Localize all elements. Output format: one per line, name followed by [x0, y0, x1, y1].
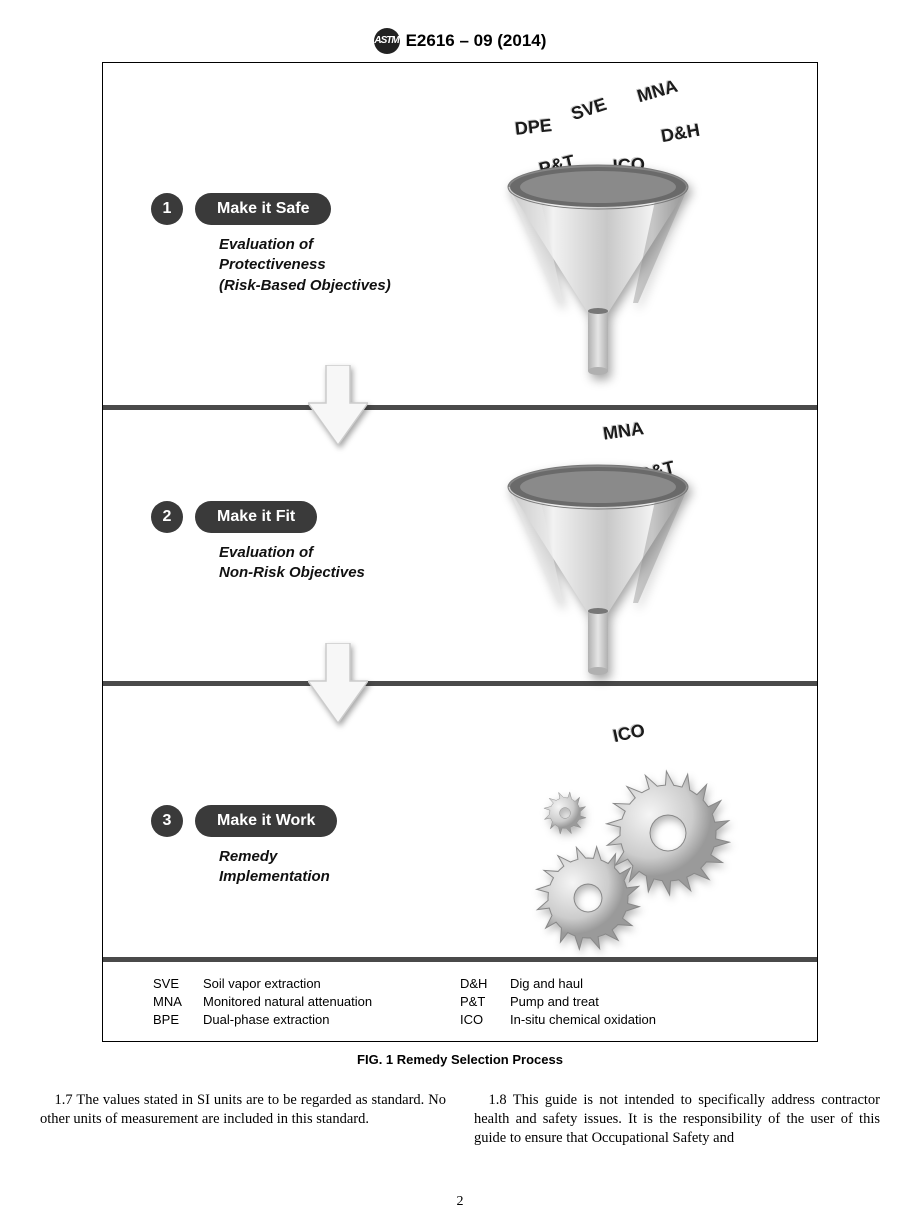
legend-abbr: ICO	[460, 1011, 510, 1029]
legend-def: Dual-phase extraction	[203, 1011, 329, 1029]
divider-2	[103, 681, 817, 686]
legend-abbr: MNA	[153, 993, 203, 1011]
legend-abbr: SVE	[153, 975, 203, 993]
tech-label-dandh: D&H	[659, 120, 701, 147]
gears-graphic	[493, 763, 753, 968]
stage-2-header: 2 Make it Fit	[151, 501, 317, 533]
legend-row-bpe: BPEDual-phase extraction	[153, 1011, 460, 1029]
legend-def: Monitored natural attenuation	[203, 993, 372, 1011]
tech-label-mna: MNA	[602, 418, 646, 445]
para-1-7: 1.7 The values stated in SI units are to…	[40, 1091, 446, 1129]
funnel-1	[498, 163, 698, 398]
stage-3-pill: Make it Work	[195, 805, 337, 837]
stage-3-header: 3 Make it Work	[151, 805, 337, 837]
page-header: ASTM E2616 – 09 (2014)	[0, 0, 920, 62]
legend-row-dandh: D&HDig and haul	[460, 975, 767, 993]
legend-def: In-situ chemical oxidation	[510, 1011, 656, 1029]
document-id: E2616 – 09 (2014)	[406, 31, 547, 51]
stage-3-subtitle: RemedyImplementation	[219, 847, 330, 888]
figure-box: SVESoil vapor extractionMNAMonitored nat…	[102, 62, 818, 1042]
down-arrow-icon	[308, 365, 368, 445]
divider-3	[103, 957, 817, 962]
stage-1-pill: Make it Safe	[195, 193, 331, 225]
stage-1-subtitle: Evaluation ofProtectiveness(Risk-Based O…	[219, 235, 391, 296]
tech-label-ico: ICO	[611, 720, 647, 747]
stage-2-number: 2	[151, 501, 183, 533]
legend-def: Soil vapor extraction	[203, 975, 321, 993]
legend-abbr: D&H	[460, 975, 510, 993]
stage-2-pill: Make it Fit	[195, 501, 317, 533]
legend: SVESoil vapor extractionMNAMonitored nat…	[153, 975, 767, 1030]
page-number: 2	[0, 1194, 920, 1210]
figure-caption: FIG. 1 Remedy Selection Process	[0, 1052, 920, 1067]
legend-row-pandt: P&TPump and treat	[460, 993, 767, 1011]
para-1-8: 1.8 This guide is not intended to specif…	[474, 1091, 880, 1148]
body-text: 1.7 The values stated in SI units are to…	[40, 1091, 880, 1148]
legend-abbr: BPE	[153, 1011, 203, 1029]
tech-label-mna: MNA	[635, 76, 680, 107]
stage-1-header: 1 Make it Safe	[151, 193, 331, 225]
stage-1-number: 1	[151, 193, 183, 225]
tech-label-dpe: DPE	[514, 115, 553, 140]
legend-row-sve: SVESoil vapor extraction	[153, 975, 460, 993]
legend-def: Dig and haul	[510, 975, 583, 993]
legend-row-ico: ICOIn-situ chemical oxidation	[460, 1011, 767, 1029]
down-arrow-icon	[308, 643, 368, 723]
funnel-2	[498, 463, 698, 698]
stage-3-number: 3	[151, 805, 183, 837]
legend-def: Pump and treat	[510, 993, 599, 1011]
astm-logo-icon: ASTM	[374, 28, 400, 54]
legend-abbr: P&T	[460, 993, 510, 1011]
stage-2-subtitle: Evaluation ofNon-Risk Objectives	[219, 543, 365, 584]
divider-1	[103, 405, 817, 410]
legend-row-mna: MNAMonitored natural attenuation	[153, 993, 460, 1011]
tech-label-sve: SVE	[569, 94, 610, 125]
